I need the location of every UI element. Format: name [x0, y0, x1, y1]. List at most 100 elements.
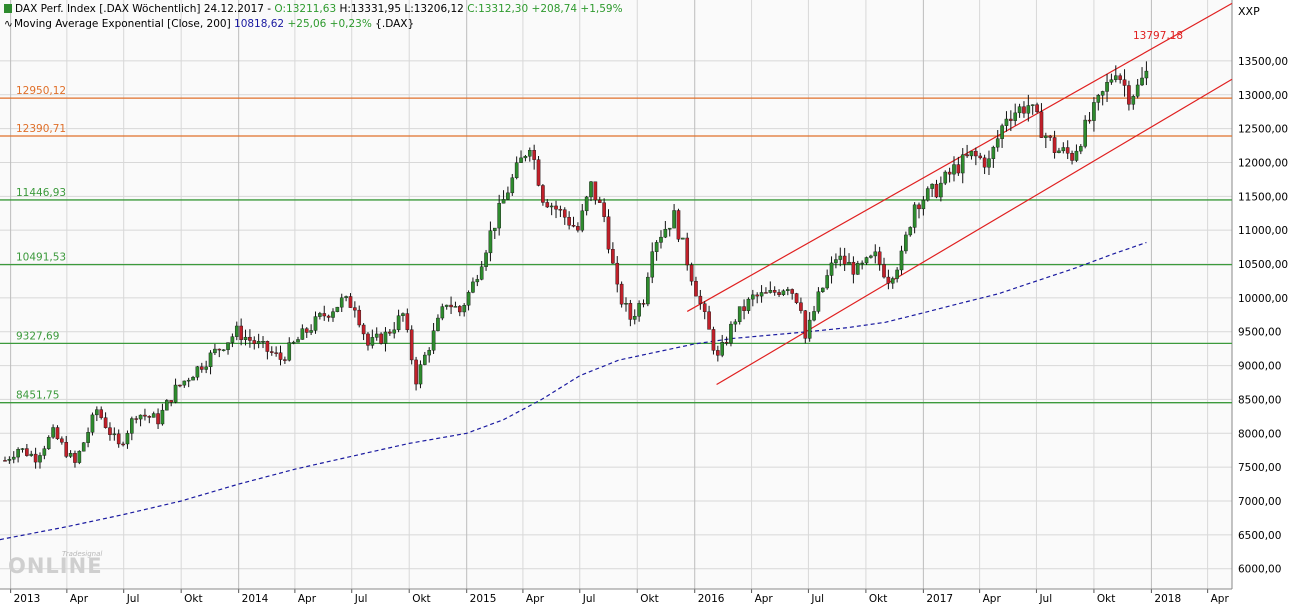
candle-body [562, 209, 567, 218]
x-tick-label: Apr [526, 593, 545, 605]
legend-ma-line: ∿Moving Average Exponential [Close, 200]… [4, 18, 414, 30]
x-tick-label: Okt [184, 593, 202, 605]
candle-body [838, 255, 843, 260]
x-tick-label: Apr [70, 593, 89, 605]
candle-body [370, 337, 375, 346]
y-tick-label: 13500,00 [1238, 56, 1288, 68]
legend-change: +208,74 [531, 3, 578, 15]
candle-body [121, 443, 125, 446]
candle-body [353, 307, 357, 311]
candle-body [423, 354, 427, 365]
y-tick-label: 12500,00 [1238, 124, 1288, 136]
candle-body [361, 324, 366, 335]
candle-body [689, 264, 694, 282]
candle-body [444, 304, 449, 307]
candle-body [374, 333, 379, 338]
candle-body [969, 150, 974, 157]
candle-body [466, 292, 471, 306]
candle-body [165, 400, 169, 411]
y-tick-label: 11500,00 [1238, 191, 1288, 203]
candle-body [597, 199, 602, 203]
candle-body [431, 330, 436, 351]
candle-body [335, 306, 340, 312]
legend-low: L:13206,12 [404, 3, 464, 15]
candle-body [156, 413, 160, 425]
candle-body [737, 306, 742, 323]
candle-body [816, 291, 821, 312]
candle-body [344, 296, 348, 298]
candle-body [619, 283, 624, 305]
candle-body [847, 261, 851, 265]
candle-body [68, 453, 73, 457]
candle-body [60, 438, 64, 443]
candle-body [462, 305, 466, 313]
candle-body [64, 442, 69, 457]
legend-change-pct: +1,59% [580, 3, 623, 15]
candle-body [807, 319, 812, 339]
candle-body [182, 380, 187, 386]
candle-body [208, 352, 213, 368]
candle-body [318, 313, 322, 317]
candle-body [659, 236, 663, 243]
candle-body [147, 416, 152, 418]
candle-body [812, 311, 816, 321]
level-label: 12950,12 [16, 85, 66, 97]
candle-body [283, 359, 287, 361]
candle-body [427, 350, 432, 356]
x-tick-label: 2014 [242, 593, 269, 605]
candle-body [834, 259, 838, 264]
candle-body [982, 157, 987, 168]
candle-body [825, 275, 829, 289]
candle-body [99, 409, 104, 418]
candle-body [663, 228, 668, 238]
y-tick-label: 10000,00 [1238, 293, 1288, 305]
candle-body [418, 364, 423, 385]
x-tick-label: Okt [1097, 593, 1115, 605]
level-label: 8451,75 [16, 390, 59, 402]
candle-body [46, 436, 51, 449]
candle-body [829, 262, 834, 276]
candle-body [602, 202, 606, 217]
candle-body [676, 210, 681, 240]
candle-body [554, 205, 558, 210]
candle-body [523, 156, 528, 159]
candle-body [1009, 118, 1013, 121]
candle-body [549, 205, 554, 208]
candle-body [851, 261, 856, 275]
candle-body [440, 306, 445, 319]
candle-body [331, 311, 335, 318]
candle-body [527, 150, 532, 157]
candle-body [939, 182, 943, 198]
y-tick-label: 11000,00 [1238, 225, 1288, 237]
candle-body [1079, 146, 1083, 152]
candle-body [1052, 137, 1057, 153]
legend-ma-symbol: {.DAX} [375, 18, 415, 30]
candle-body [1105, 82, 1109, 92]
candle-body [20, 448, 25, 450]
y-tick-label: 7500,00 [1238, 462, 1281, 474]
candle-body [409, 329, 414, 361]
candle-body [326, 315, 331, 318]
candle-body [628, 303, 633, 320]
candle-body [1127, 85, 1131, 105]
legend-ma-icon: ∿ [4, 18, 13, 30]
candle-body [899, 250, 904, 271]
legend-ma-name: Moving Average Exponential [Close, 200] [14, 18, 231, 30]
candle-body [952, 164, 956, 175]
x-tick-label: 2018 [1154, 593, 1181, 605]
candle-body [799, 302, 803, 311]
y-tick-label: 8500,00 [1238, 394, 1281, 406]
x-tick-label: Jul [810, 593, 824, 605]
candle-body [453, 306, 458, 308]
candle-body [29, 453, 34, 456]
candle-body [615, 262, 620, 285]
level-label: 11446,93 [16, 187, 66, 199]
candle-body [151, 413, 156, 418]
candle-body [786, 289, 790, 291]
candle-body [681, 237, 685, 240]
candle-body [38, 455, 42, 463]
candle-body [606, 216, 611, 250]
x-tick-label: Jul [354, 593, 368, 605]
